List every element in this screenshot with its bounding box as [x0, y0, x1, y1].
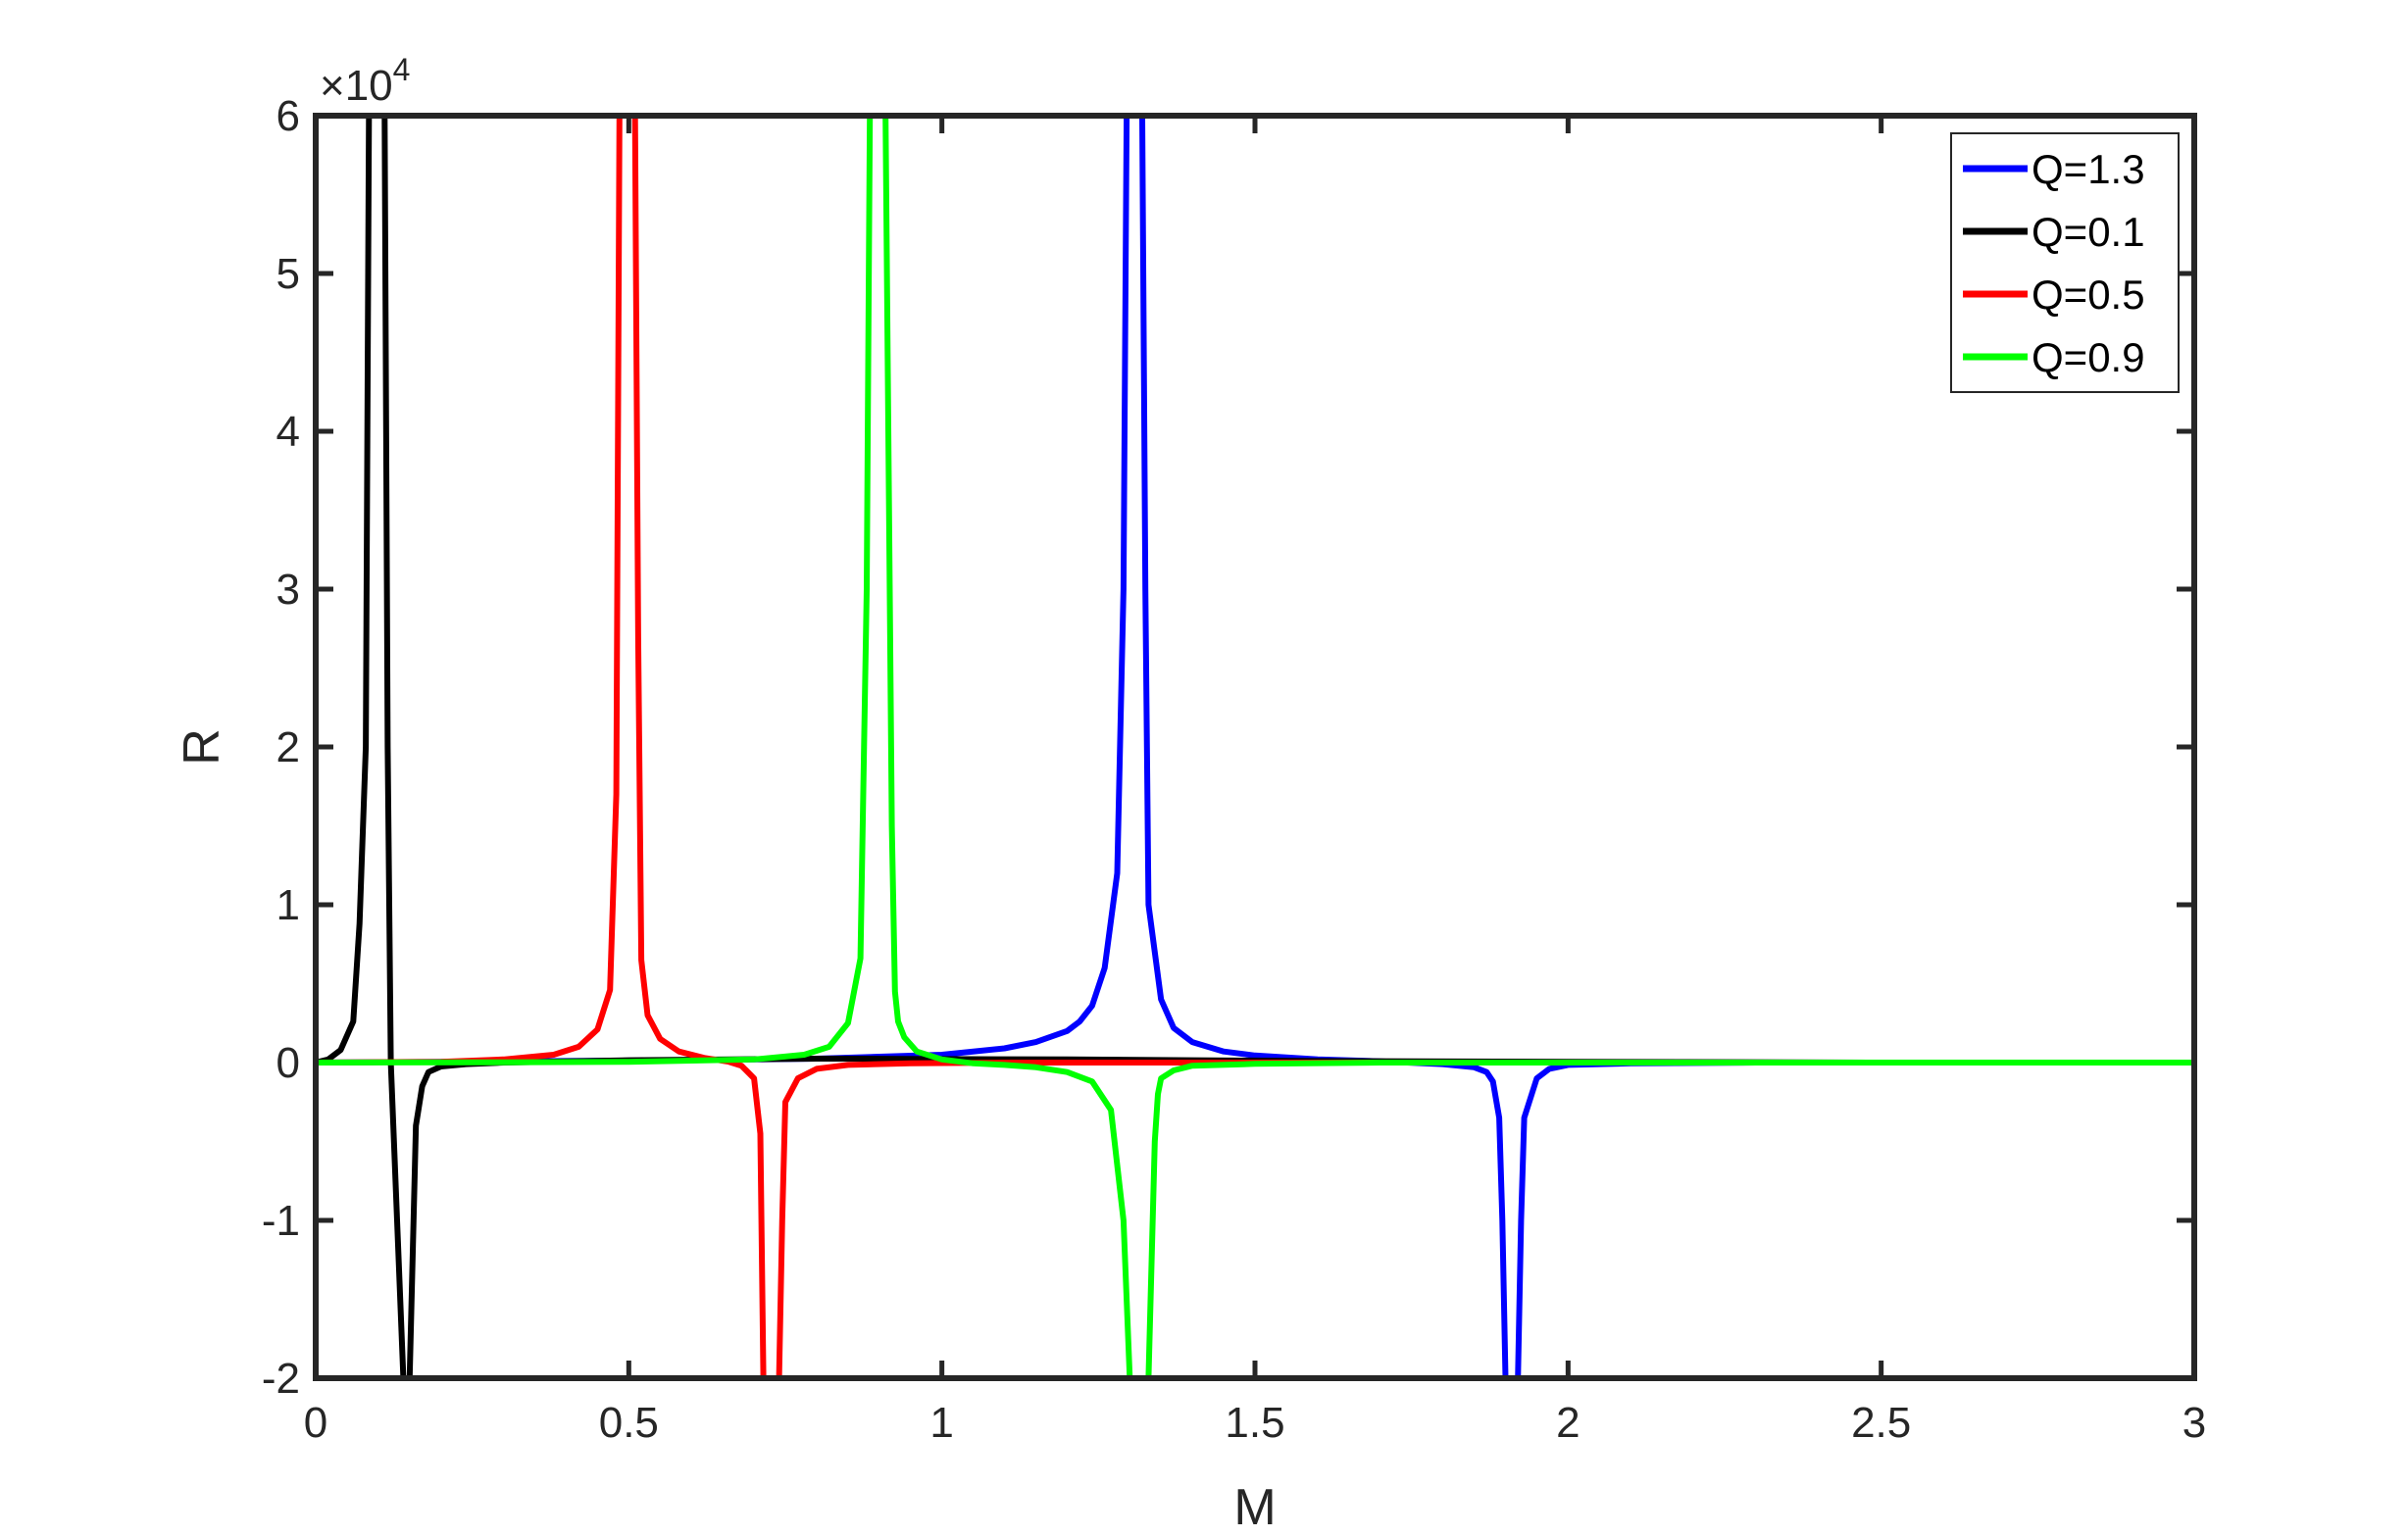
plot-background [316, 116, 2194, 1378]
legend-box [1950, 132, 2180, 393]
y-tick-label: 0 [276, 1039, 300, 1087]
legend: Q=1.3 Q=0.1 Q=0.5 Q=0.9 [1950, 132, 2180, 393]
x-axis-label: M [1233, 1479, 1276, 1536]
y-tick-label: -1 [262, 1197, 300, 1245]
x-tick-label: 1.5 [1225, 1399, 1284, 1447]
x-tick-label: 1 [929, 1399, 953, 1447]
y-axis-label: R [174, 728, 230, 766]
legend-entry: Q=0.9 [2032, 334, 2145, 380]
series-line-Q=1.3 [316, 116, 2194, 1378]
y-exponent-base: ×10 [320, 62, 393, 110]
y-tick-label: 3 [276, 566, 300, 614]
y-tick-label: 2 [276, 723, 300, 771]
series-layer [316, 116, 2194, 1378]
y-tick-label: 4 [276, 408, 300, 456]
y-tick-label: 6 [276, 92, 300, 140]
x-tick-label: 2.5 [1851, 1399, 1911, 1447]
legend-entry: Q=0.5 [2032, 272, 2145, 318]
y-tick-label: -2 [262, 1355, 300, 1403]
x-tick-label: 2 [1556, 1399, 1580, 1447]
plot-frame [313, 113, 2197, 1381]
legend-entry: Q=0.1 [2032, 209, 2145, 255]
tick-labels: 0 0.5 1 1.5 2 2.5 3 -2 -1 0 1 2 3 4 5 6 [262, 92, 2206, 1447]
x-tick-label: 0 [304, 1399, 327, 1447]
y-exponent-power: 4 [393, 52, 411, 87]
y-tick-label: 1 [276, 881, 300, 929]
y-exponent-label: ×104 [320, 52, 410, 110]
series-line-Q=0.1 [316, 116, 2194, 1378]
y-tick-label: 5 [276, 250, 300, 298]
x-tick-label: 0.5 [599, 1399, 659, 1447]
legend-entry: Q=1.3 [2032, 146, 2145, 192]
series-line-Q=0.9 [316, 116, 2194, 1378]
x-tick-label: 3 [2182, 1399, 2206, 1447]
